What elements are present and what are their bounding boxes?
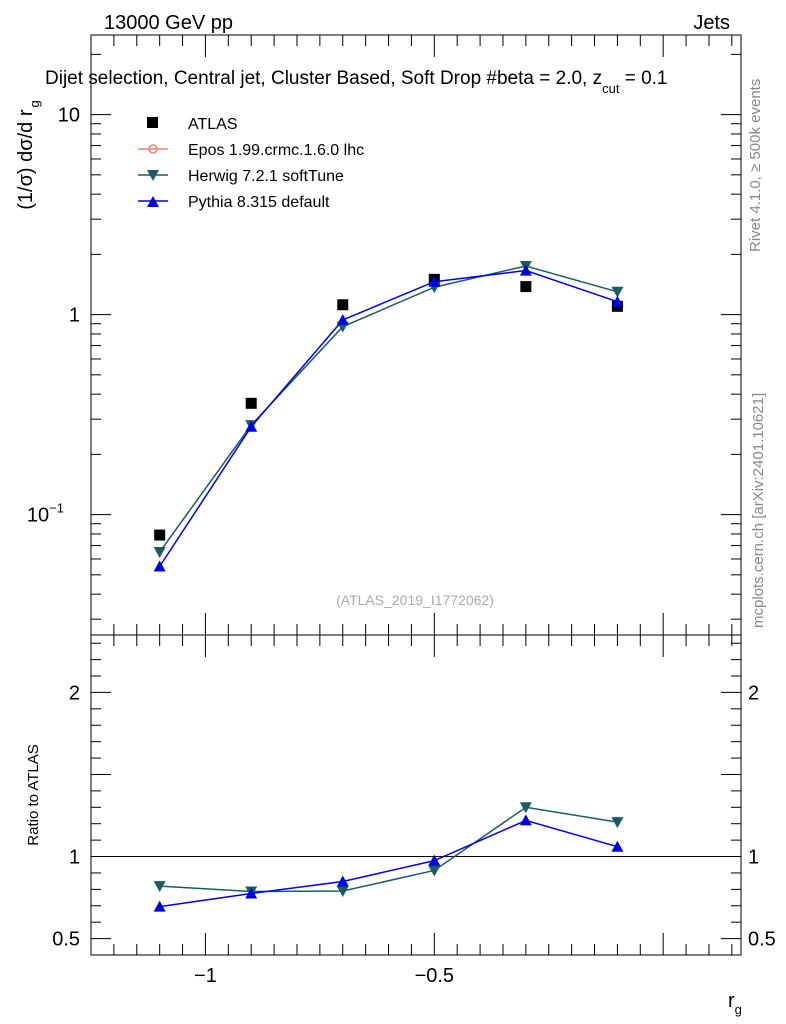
ratio-y-tick-label-left: 1 bbox=[69, 847, 80, 869]
ratio-point-herwig bbox=[428, 865, 441, 877]
ratio-line-pythia bbox=[159, 819, 618, 908]
main-point-pythia bbox=[336, 313, 349, 325]
ratio-line-herwig bbox=[159, 806, 618, 893]
rivet-version-label: Rivet 4.1.0, ≥ 500k events bbox=[747, 79, 764, 252]
legend-label-herwig: Herwig 7.2.1 softTune bbox=[188, 168, 344, 185]
energy-label: 13000 GeV pp bbox=[104, 12, 233, 34]
ratio-point-pythia bbox=[245, 887, 258, 899]
legend-marker-epos bbox=[148, 144, 158, 154]
main-y-tick-label: 10 bbox=[58, 105, 80, 127]
main-point-atlas bbox=[245, 397, 257, 409]
legend-entry-herwig: Herwig 7.2.1 softTune bbox=[138, 168, 344, 185]
ratio-point-herwig bbox=[336, 886, 349, 897]
ratio-panel-frame bbox=[90, 634, 742, 956]
ratio-point-pythia bbox=[336, 875, 349, 887]
main-point-pythia bbox=[153, 560, 166, 572]
main-point-pythia bbox=[519, 264, 532, 276]
axes-layer: −1 −0.5 10−1 1 10 0.5 0.5 1 1 2 2 bbox=[27, 35, 776, 987]
main-point-herwig bbox=[153, 547, 166, 559]
main-point-pythia bbox=[245, 420, 258, 432]
legend-label-atlas: ATLAS bbox=[188, 116, 238, 133]
mcplots-label: mcplots.cern.ch [arXiv:2401.10621] bbox=[750, 393, 767, 628]
legend-entry-atlas: ATLAS bbox=[147, 116, 238, 133]
ratio-point-pythia bbox=[153, 900, 166, 912]
main-line-herwig bbox=[159, 265, 618, 553]
ratio-point-herwig bbox=[519, 802, 532, 814]
legend-label-epos: Epos 1.99.crmc.1.6.0 lhc bbox=[188, 142, 364, 159]
main-point-atlas bbox=[520, 281, 532, 293]
legend-entry-epos: Epos 1.99.crmc.1.6.0 lhc bbox=[138, 142, 364, 159]
legend-marker-pythia bbox=[147, 196, 159, 207]
ratio-point-herwig bbox=[611, 817, 624, 829]
ratio-y-tick-label-right: 1 bbox=[748, 847, 759, 869]
main-point-pythia bbox=[611, 295, 624, 307]
legend-marker-atlas bbox=[147, 117, 158, 128]
ratio-point-pythia bbox=[611, 840, 624, 852]
main-point-atlas bbox=[337, 299, 349, 311]
ratio-point-pythia bbox=[519, 814, 532, 826]
main-point-atlas bbox=[154, 529, 166, 541]
analysis-watermark: (ATLAS_2019_I1772062) bbox=[336, 592, 494, 608]
ratio-y-tick-label-right: 2 bbox=[748, 682, 759, 704]
x-axis-title: rg bbox=[728, 990, 742, 1017]
x-tick-label: −1 bbox=[194, 965, 217, 987]
ratio-y-tick-label-right: 0.5 bbox=[748, 929, 776, 951]
legend-marker-herwig bbox=[147, 170, 159, 181]
main-line-pythia bbox=[159, 269, 618, 567]
series-layer bbox=[153, 260, 624, 912]
main-point-pythia bbox=[428, 275, 441, 287]
ratio-y-tick-label-left: 0.5 bbox=[52, 929, 80, 951]
ratio-y-tick-label-left: 2 bbox=[69, 682, 80, 704]
ratio-y-axis-title: Ratio to ATLAS bbox=[25, 744, 42, 845]
ratio-point-pythia bbox=[428, 854, 441, 866]
legend: ATLAS Epos 1.99.crmc.1.6.0 lhc Herwig 7.… bbox=[138, 116, 364, 211]
main-y-tick-label: 1 bbox=[69, 305, 80, 327]
main-point-herwig bbox=[611, 286, 624, 298]
main-y-tick-label: 10−1 bbox=[27, 501, 64, 527]
legend-label-pythia: Pythia 8.315 default bbox=[188, 194, 330, 211]
legend-entry-pythia: Pythia 8.315 default bbox=[138, 194, 330, 211]
selection-label: Dijet selection, Central jet, Cluster Ba… bbox=[45, 68, 668, 96]
x-tick-label: −0.5 bbox=[415, 965, 454, 987]
ratio-point-herwig bbox=[153, 881, 166, 893]
main-y-axis-title: (1/σ) dσ/d rg bbox=[15, 100, 42, 210]
category-label: Jets bbox=[693, 12, 730, 34]
